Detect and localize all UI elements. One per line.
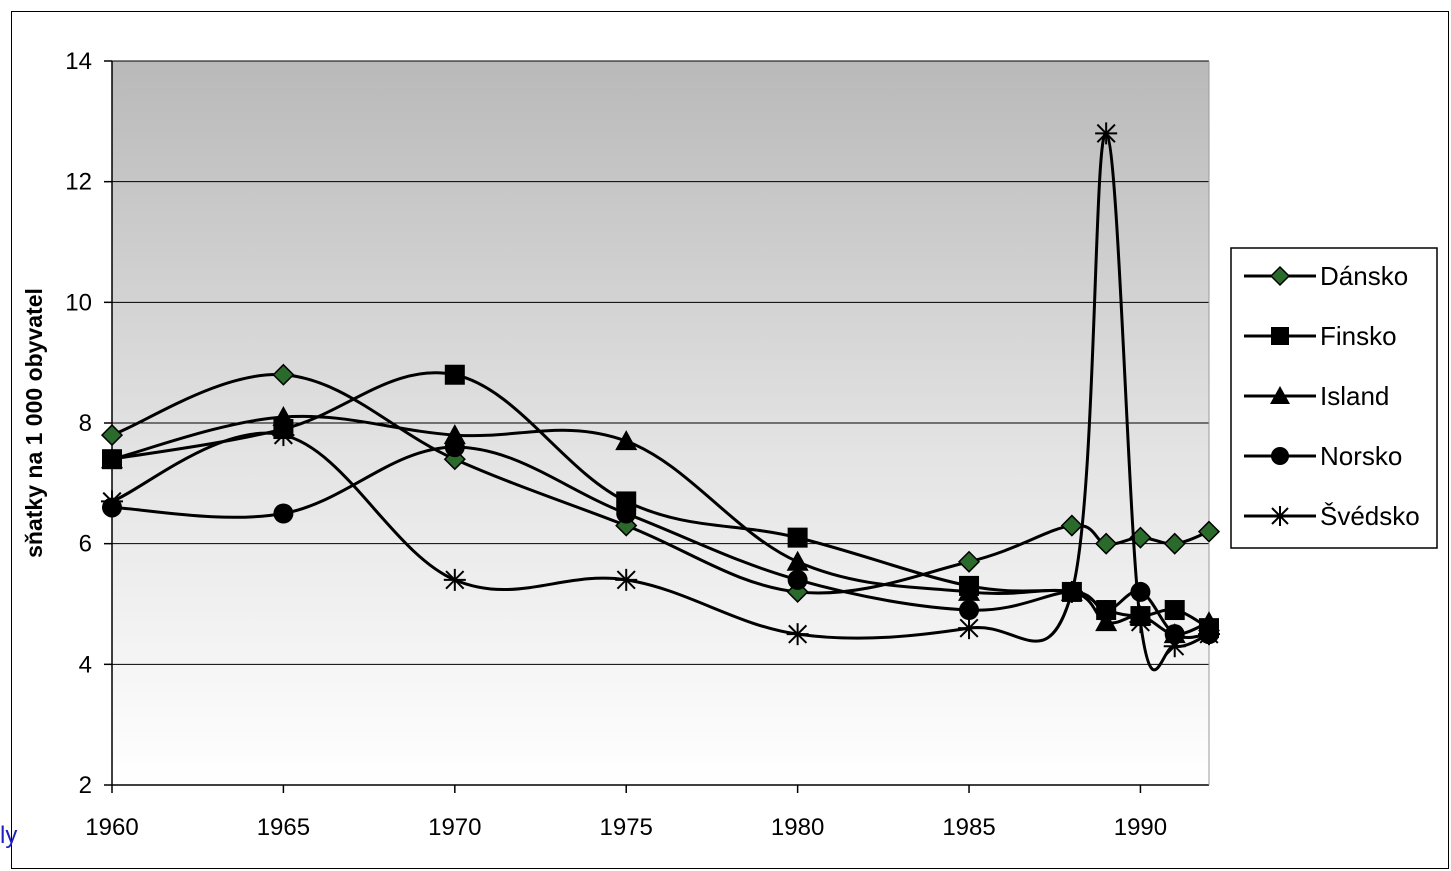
corner-text-fragment: ly <box>0 822 17 850</box>
data-point <box>959 600 979 620</box>
data-point <box>788 528 808 548</box>
legend-label: Švédsko <box>1320 501 1420 531</box>
legend-label: Norsko <box>1320 441 1402 471</box>
y-tick-label: 2 <box>79 772 92 799</box>
y-axis-label: sňatky na 1 000 obyvatel <box>21 288 47 558</box>
y-tick-label: 12 <box>65 169 92 196</box>
data-point <box>1164 635 1186 657</box>
x-tick-label: 1970 <box>428 814 481 841</box>
data-point <box>1129 611 1151 633</box>
x-tick-label: 1985 <box>942 814 995 841</box>
data-point <box>101 490 123 512</box>
x-tick-label: 1965 <box>257 814 310 841</box>
data-point <box>616 504 636 524</box>
x-tick-label: 1990 <box>1114 814 1167 841</box>
y-tick-label: 6 <box>79 531 92 558</box>
data-point <box>1198 623 1220 645</box>
data-point <box>958 617 980 639</box>
legend-marker <box>1270 506 1290 526</box>
legend-label: Dánsko <box>1320 261 1408 291</box>
data-point <box>445 437 465 457</box>
y-tick-label: 4 <box>79 651 92 678</box>
legend-marker <box>1271 327 1289 345</box>
data-point <box>273 504 293 524</box>
data-point <box>444 569 466 591</box>
x-tick-label: 1980 <box>771 814 824 841</box>
y-tick-label: 10 <box>65 289 92 316</box>
legend-marker <box>1271 447 1289 465</box>
y-tick-label: 14 <box>65 48 92 75</box>
y-tick-label: 8 <box>79 410 92 437</box>
data-point <box>272 424 294 446</box>
data-point <box>1165 600 1185 620</box>
data-point <box>1095 122 1117 144</box>
data-point <box>1061 581 1083 603</box>
legend: Dánsko Finsko Island Norsko Švédsko <box>1231 248 1437 548</box>
legend-label: Finsko <box>1320 321 1397 351</box>
x-tick-label: 1960 <box>85 814 138 841</box>
legend-label: Island <box>1320 381 1389 411</box>
data-point <box>1130 582 1150 602</box>
data-point <box>615 569 637 591</box>
data-point <box>787 623 809 645</box>
data-point <box>788 570 808 590</box>
data-point <box>1096 600 1116 620</box>
data-point <box>445 365 465 385</box>
x-tick-label: 1975 <box>600 814 653 841</box>
